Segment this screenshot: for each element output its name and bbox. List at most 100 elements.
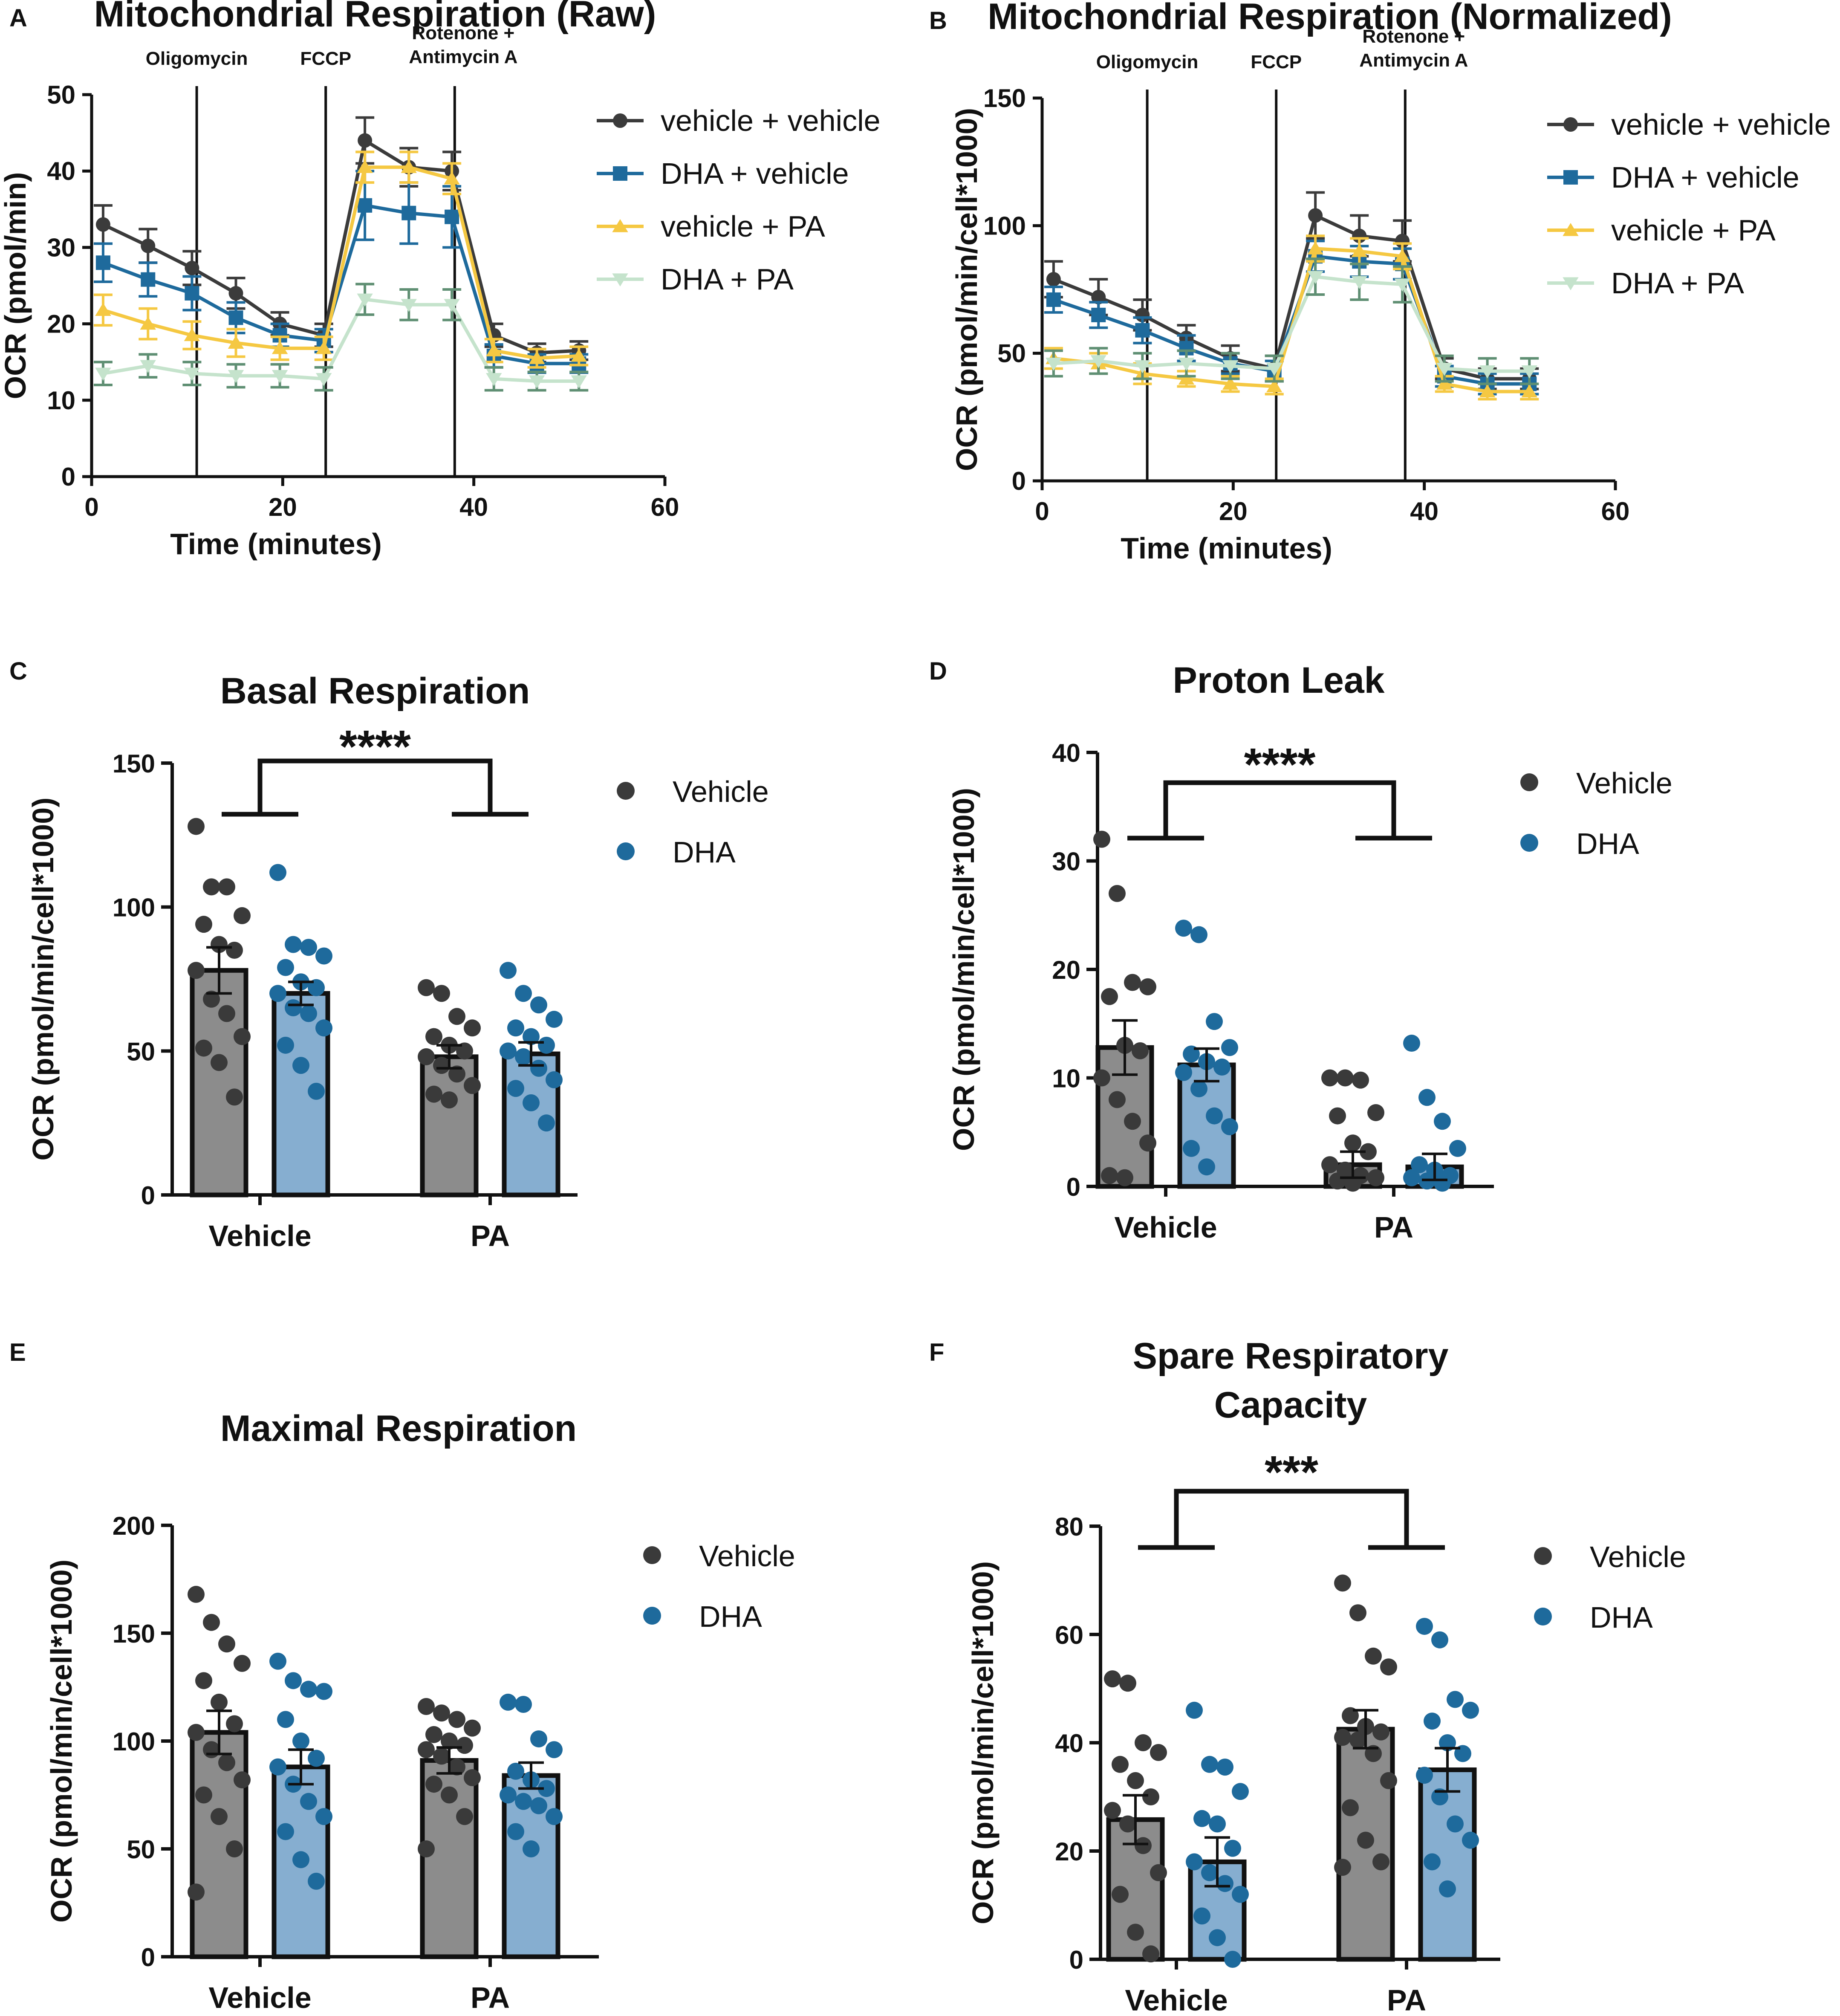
data-point bbox=[277, 1823, 294, 1840]
legend-marker bbox=[1563, 277, 1579, 290]
data-point bbox=[218, 1754, 235, 1771]
data-point bbox=[1193, 1810, 1210, 1827]
data-point bbox=[211, 936, 228, 953]
data-point bbox=[1101, 1167, 1118, 1184]
panel-d: D Proton Leak 0 10 20 30 40 OCR (pmol/min/cell*… bbox=[929, 657, 1672, 1244]
legend-marker bbox=[617, 782, 635, 800]
data-point bbox=[433, 1747, 450, 1765]
data-point bbox=[1403, 1169, 1420, 1186]
panel-letter: B bbox=[929, 7, 947, 35]
chart-title: Mitochondrial Respiration (Raw) bbox=[94, 0, 656, 35]
data-point bbox=[441, 1733, 458, 1750]
data-point bbox=[277, 959, 294, 976]
legend-label: vehicle + vehicle bbox=[1611, 108, 1831, 141]
data-point bbox=[1232, 1783, 1249, 1800]
legend-label: DHA + PA bbox=[661, 263, 794, 296]
data-point bbox=[1046, 292, 1061, 307]
data-point bbox=[1127, 1923, 1144, 1941]
data-point bbox=[1124, 1113, 1141, 1130]
data-point bbox=[1127, 1772, 1144, 1789]
data-point bbox=[1308, 208, 1323, 223]
panel-a: A Mitochondrial Respiration (Raw) 0 10 20 30 4… bbox=[0, 0, 881, 561]
legend-marker bbox=[1534, 1608, 1552, 1626]
data-point bbox=[1449, 1140, 1466, 1157]
legend-label: vehicle + PA bbox=[1611, 214, 1776, 247]
chart-title-line-1: Spare Respiratory bbox=[1133, 1336, 1449, 1377]
data-point bbox=[1394, 249, 1410, 262]
injection-label: Rotenone + bbox=[412, 23, 514, 43]
data-point bbox=[203, 1614, 220, 1631]
data-point bbox=[357, 160, 373, 173]
data-point bbox=[211, 1808, 228, 1825]
data-point bbox=[1360, 1143, 1377, 1160]
chart-title: Mitochondrial Respiration (Normalized) bbox=[988, 0, 1672, 37]
data-point bbox=[418, 1048, 435, 1065]
data-point bbox=[1424, 1853, 1441, 1871]
injection-label: FCCP bbox=[1251, 52, 1302, 72]
data-point bbox=[538, 1114, 555, 1132]
y-tick-label: 100 bbox=[983, 211, 1026, 240]
data-point bbox=[1186, 1853, 1203, 1871]
data-point bbox=[1206, 1013, 1223, 1030]
series-line bbox=[1053, 247, 1530, 393]
y-tick-label: 0 bbox=[141, 1943, 155, 1972]
data-point bbox=[1418, 1089, 1436, 1106]
data-point bbox=[1334, 1729, 1351, 1746]
legend-label: Vehicle bbox=[673, 775, 769, 808]
significance-bracket: *** bbox=[1138, 1446, 1445, 1550]
significance-label: **** bbox=[339, 720, 411, 772]
data-point bbox=[1329, 1172, 1346, 1190]
data-point bbox=[316, 373, 332, 386]
data-point bbox=[1447, 1691, 1464, 1708]
x-tick-label: 40 bbox=[1410, 497, 1438, 526]
data-point bbox=[195, 1786, 212, 1804]
data-point bbox=[523, 1028, 540, 1045]
data-point bbox=[1367, 1169, 1384, 1186]
data-point bbox=[188, 962, 205, 979]
x-tick-label: 0 bbox=[84, 493, 98, 521]
data-point bbox=[1224, 1840, 1241, 1857]
data-point bbox=[1216, 1759, 1233, 1776]
legend-marker bbox=[1563, 170, 1578, 185]
data-point bbox=[444, 299, 460, 312]
data-point bbox=[507, 1019, 524, 1037]
series-vehicle-pa bbox=[93, 150, 589, 369]
legend: Vehicle DHA bbox=[617, 775, 769, 869]
data-point bbox=[1213, 1059, 1231, 1076]
data-point bbox=[269, 1652, 286, 1670]
data-point bbox=[530, 996, 547, 1014]
data-point bbox=[218, 878, 235, 896]
data-point bbox=[226, 1715, 243, 1733]
data-point bbox=[1424, 1712, 1441, 1730]
y-tick-label: 50 bbox=[127, 1835, 155, 1864]
data-point bbox=[211, 1693, 228, 1711]
y-tick-label: 50 bbox=[127, 1037, 155, 1066]
y-tick-label: 30 bbox=[1052, 847, 1080, 876]
data-point bbox=[402, 205, 416, 220]
data-point bbox=[218, 1635, 235, 1653]
data-point bbox=[1321, 1156, 1338, 1174]
panel-e: E Maximal Respiration 0 50 100 150 200 OCR (pmo… bbox=[9, 1339, 795, 2014]
data-point bbox=[269, 864, 286, 881]
data-point bbox=[188, 1724, 205, 1741]
data-point bbox=[188, 1585, 205, 1603]
data-point bbox=[486, 373, 502, 386]
data-point bbox=[401, 160, 417, 173]
legend-label: DHA + PA bbox=[1611, 266, 1744, 300]
x-tick-label: 20 bbox=[1219, 497, 1248, 526]
data-point bbox=[1119, 1675, 1136, 1692]
x-tick-label: Vehicle bbox=[208, 1981, 311, 2014]
legend-marker bbox=[1563, 117, 1578, 132]
y-axis-label: OCR (pmol/min/cell*1000) bbox=[26, 798, 60, 1161]
data-point bbox=[292, 1733, 309, 1750]
data-point bbox=[538, 1036, 555, 1054]
injection-label: FCCP bbox=[300, 48, 351, 69]
data-point bbox=[1221, 1039, 1238, 1056]
y-tick-label: 40 bbox=[1052, 739, 1080, 767]
y-tick-label: 200 bbox=[113, 1512, 155, 1540]
data-point bbox=[1124, 974, 1141, 991]
legend-label: DHA bbox=[1576, 827, 1639, 860]
x-tick-label: 20 bbox=[269, 493, 297, 521]
y-tick-label: 20 bbox=[47, 310, 75, 338]
